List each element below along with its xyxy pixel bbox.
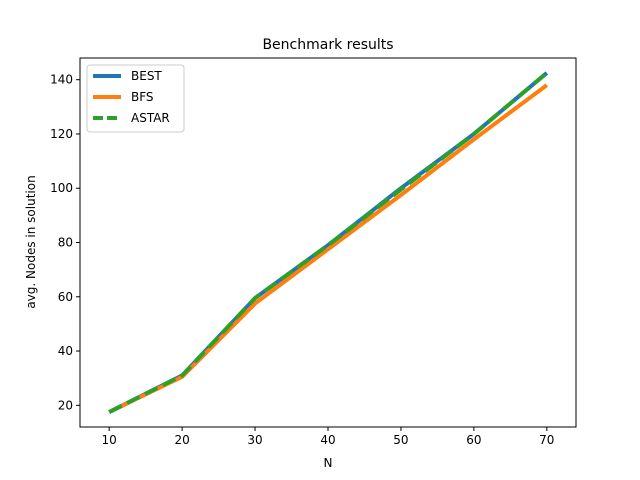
legend-label-astar: ASTAR [131, 111, 170, 125]
series-line-astar [108, 71, 549, 414]
x-tick-label: 40 [320, 433, 335, 447]
legend: BEST BFS ASTAR [86, 64, 185, 133]
x-axis: 10 20 30 40 50 60 70 [102, 427, 554, 447]
y-tick-label: 120 [50, 127, 73, 141]
y-tick-label: 40 [58, 344, 73, 358]
x-tick-label: 50 [393, 433, 408, 447]
x-tick-label: 30 [247, 433, 262, 447]
legend-label-best: BEST [131, 69, 162, 83]
y-tick-label: 20 [58, 398, 73, 412]
y-tick-label: 140 [50, 73, 73, 87]
x-tick-label: 60 [466, 433, 481, 447]
x-axis-label: N [324, 456, 333, 470]
chart-title: Benchmark results [262, 37, 393, 53]
x-tick-label: 10 [102, 433, 117, 447]
x-tick-label: 70 [539, 433, 554, 447]
y-tick-label: 60 [58, 290, 73, 304]
y-axis: 20 40 60 80 100 120 140 [50, 73, 80, 412]
legend-label-bfs: BFS [131, 90, 154, 104]
y-axis-label: avg. Nodes in solution [24, 175, 38, 308]
y-tick-label: 80 [58, 236, 73, 250]
y-tick-label: 100 [50, 181, 73, 195]
plot-area [108, 71, 549, 414]
legend-box [86, 64, 185, 133]
x-tick-label: 20 [174, 433, 189, 447]
